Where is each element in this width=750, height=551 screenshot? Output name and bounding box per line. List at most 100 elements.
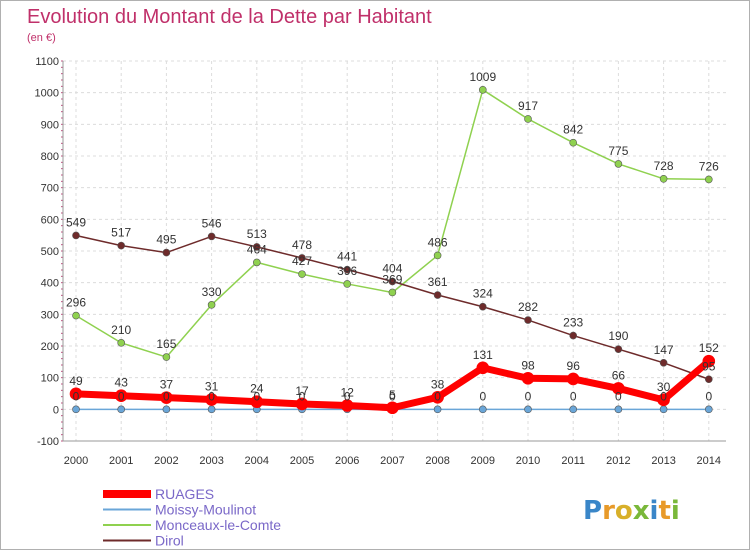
- data-label: 30: [657, 380, 671, 394]
- data-point: [340, 399, 354, 412]
- data-point: [612, 382, 625, 395]
- data-label: 0: [73, 389, 80, 403]
- x-tick-label: 2004: [245, 455, 269, 467]
- data-label: 24: [250, 382, 264, 396]
- data-label: 0: [525, 389, 532, 403]
- data-label: 31: [205, 380, 219, 394]
- x-tick-label: 2008: [425, 455, 449, 467]
- data-point: [295, 397, 309, 411]
- logo-letter: r: [602, 496, 615, 526]
- data-label: 296: [66, 296, 86, 310]
- data-label: 12: [341, 386, 355, 400]
- y-tick-label: 200: [41, 341, 59, 353]
- data-point: [478, 302, 487, 311]
- data-label: 96: [567, 359, 581, 373]
- data-label: 0: [118, 389, 125, 403]
- data-point: [524, 405, 532, 414]
- data-label: 546: [202, 216, 222, 230]
- data-point: [205, 393, 218, 406]
- data-label: 0: [253, 389, 260, 403]
- series-lines: [69, 86, 716, 415]
- data-label: 0: [344, 389, 351, 403]
- data-point: [704, 375, 713, 384]
- y-tick-label: 700: [41, 183, 59, 195]
- data-label: 38: [431, 377, 445, 391]
- data-label: 495: [156, 233, 176, 247]
- data-label: 0: [705, 389, 712, 403]
- data-label: 361: [428, 275, 448, 289]
- data-point: [162, 353, 171, 361]
- data-point: [524, 316, 532, 324]
- x-tick-label: 2002: [154, 455, 178, 467]
- data-point: [569, 138, 578, 147]
- legend-label: Moissy-Moulinot: [155, 502, 256, 518]
- data-point: [614, 345, 623, 353]
- data-label: 282: [518, 300, 538, 314]
- data-label: 0: [570, 389, 577, 403]
- x-tick-label: 2000: [64, 455, 88, 467]
- data-point: [388, 277, 397, 286]
- data-point: [433, 251, 442, 260]
- data-point: [343, 280, 352, 288]
- data-point: [521, 371, 535, 385]
- logo-letter: t: [658, 496, 670, 526]
- data-point: [250, 395, 264, 409]
- data-point: [117, 241, 125, 250]
- data-point: [431, 390, 444, 404]
- data-point: [659, 405, 668, 414]
- data-label: 486: [428, 235, 448, 249]
- y-tick-label: 900: [41, 119, 59, 131]
- y-tick-label: 0: [53, 404, 59, 416]
- data-label: 37: [160, 378, 174, 392]
- data-point: [207, 301, 216, 309]
- data-point: [433, 291, 442, 299]
- data-point: [702, 354, 716, 368]
- data-label: 0: [299, 389, 306, 403]
- data-point: [569, 405, 578, 414]
- data-label: 5: [389, 388, 396, 402]
- series-ruages: [69, 354, 716, 415]
- y-tick-label: 100: [41, 373, 59, 385]
- data-label: 131: [473, 348, 493, 362]
- x-tick-label: 2011: [561, 455, 585, 467]
- data-point: [72, 231, 80, 240]
- data-point: [343, 265, 352, 274]
- logo-letter: o: [615, 496, 633, 526]
- series-dirol: [72, 231, 713, 384]
- data-point: [569, 331, 578, 340]
- data-label: 0: [434, 389, 441, 403]
- data-point: [433, 405, 442, 414]
- data-point: [207, 232, 216, 241]
- data-point: [386, 401, 399, 415]
- data-label: 152: [699, 341, 719, 355]
- data-point: [476, 361, 490, 375]
- chart-subtitle: (en €): [27, 32, 56, 44]
- data-point: [566, 372, 580, 386]
- data-label: 728: [654, 159, 674, 173]
- data-label: 726: [699, 159, 719, 173]
- data-label: 404: [382, 261, 402, 275]
- data-point: [657, 393, 670, 407]
- data-label: 147: [654, 343, 674, 357]
- data-label: 330: [202, 285, 222, 299]
- data-label: 0: [660, 389, 667, 403]
- data-label: 0: [208, 389, 215, 403]
- legend: RUAGESMoissy-MoulinotMonceaux-le-ComteDi…: [103, 486, 281, 549]
- data-point: [388, 288, 397, 297]
- data-label: 17: [295, 384, 309, 398]
- y-tick-label: 300: [41, 309, 59, 321]
- data-point: [207, 405, 216, 414]
- chart-title: Evolution du Montant de la Dette par Hab…: [27, 6, 432, 28]
- legend-label: Monceaux-le-Comte: [155, 517, 281, 533]
- x-tick-label: 2006: [335, 455, 359, 467]
- data-point: [659, 358, 668, 367]
- y-tick-label: 800: [41, 151, 59, 163]
- data-point: [253, 258, 261, 267]
- data-label: 478: [292, 238, 312, 252]
- x-tick-label: 2005: [290, 455, 314, 467]
- data-point: [478, 86, 487, 94]
- data-point: [72, 405, 80, 414]
- logo-letter: i: [671, 496, 680, 526]
- y-tick-label: 500: [41, 246, 59, 258]
